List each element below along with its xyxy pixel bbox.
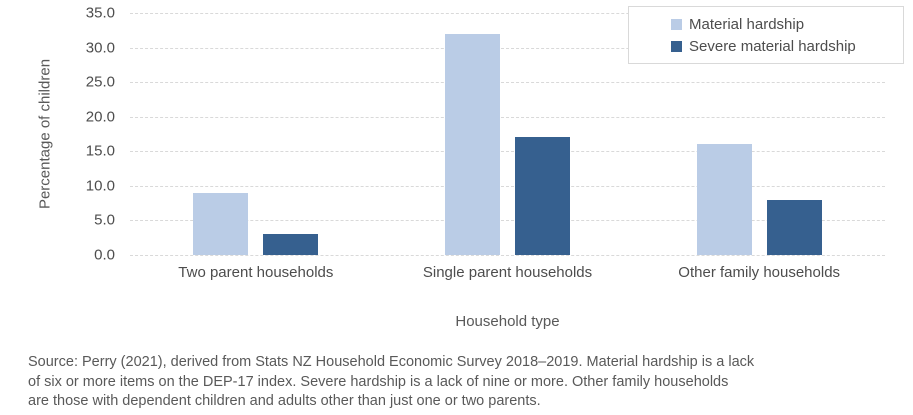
legend-swatch-icon bbox=[671, 18, 682, 30]
x-axis-title: Household type bbox=[455, 313, 560, 330]
gridline bbox=[130, 13, 885, 14]
bar-severe-material-hardship bbox=[515, 137, 570, 255]
bar-severe-material-hardship bbox=[766, 199, 822, 255]
bar-severe-material-hardship bbox=[263, 234, 319, 255]
bar-group bbox=[130, 13, 382, 255]
y-tick-label: 5.0 bbox=[94, 211, 115, 229]
bar-material-hardship bbox=[696, 144, 752, 255]
source-note-line: are those with dependent children and ad… bbox=[28, 393, 541, 409]
bar-group bbox=[382, 13, 634, 255]
y-tick-label: 15.0 bbox=[85, 142, 115, 160]
y-tick-label: 25.0 bbox=[85, 73, 115, 91]
y-axis-tick-labels: 35.0 30.0 25.0 20.0 15.0 10.0 5.0 0.0 bbox=[0, 5, 115, 264]
gridline bbox=[130, 82, 885, 84]
gridline bbox=[130, 151, 885, 153]
bar-group bbox=[633, 13, 885, 255]
legend-label: Severe material hardship bbox=[689, 37, 856, 55]
gridline bbox=[130, 255, 885, 256]
gridline bbox=[130, 185, 885, 187]
gridline bbox=[130, 47, 885, 49]
y-tick-label: 30.0 bbox=[85, 39, 115, 57]
x-category-label: Other family households bbox=[678, 264, 841, 281]
source-note-line: of six or more items on the DEP-17 index… bbox=[28, 373, 729, 390]
plot-area bbox=[130, 13, 885, 256]
bar-material-hardship bbox=[445, 33, 500, 255]
legend-label: Material hardship bbox=[689, 15, 805, 33]
legend-swatch-icon bbox=[671, 40, 682, 52]
bar-groups bbox=[130, 13, 885, 255]
gridline bbox=[130, 220, 885, 222]
x-category-label: Two parent households bbox=[178, 264, 334, 281]
bar-material-hardship bbox=[193, 192, 249, 255]
x-axis-category-labels: Two parent households Single parent house… bbox=[130, 264, 885, 281]
y-tick-label: 35.0 bbox=[85, 4, 115, 22]
legend-item: Severe material hardship bbox=[671, 35, 903, 57]
legend: Material hardship Severe material hardshi… bbox=[628, 6, 904, 64]
source-note-line: Source: Perry (2021), derived from Stats… bbox=[28, 354, 755, 370]
legend-item: Material hardship bbox=[671, 13, 903, 35]
gridline bbox=[130, 116, 885, 118]
source-note: Source: Perry (2021), derived from Stats… bbox=[28, 353, 754, 412]
y-tick-label: 20.0 bbox=[85, 108, 115, 126]
x-category-label: Single parent households bbox=[422, 264, 593, 281]
y-tick-label: 10.0 bbox=[85, 177, 115, 195]
y-tick-label: 0.0 bbox=[94, 246, 115, 264]
